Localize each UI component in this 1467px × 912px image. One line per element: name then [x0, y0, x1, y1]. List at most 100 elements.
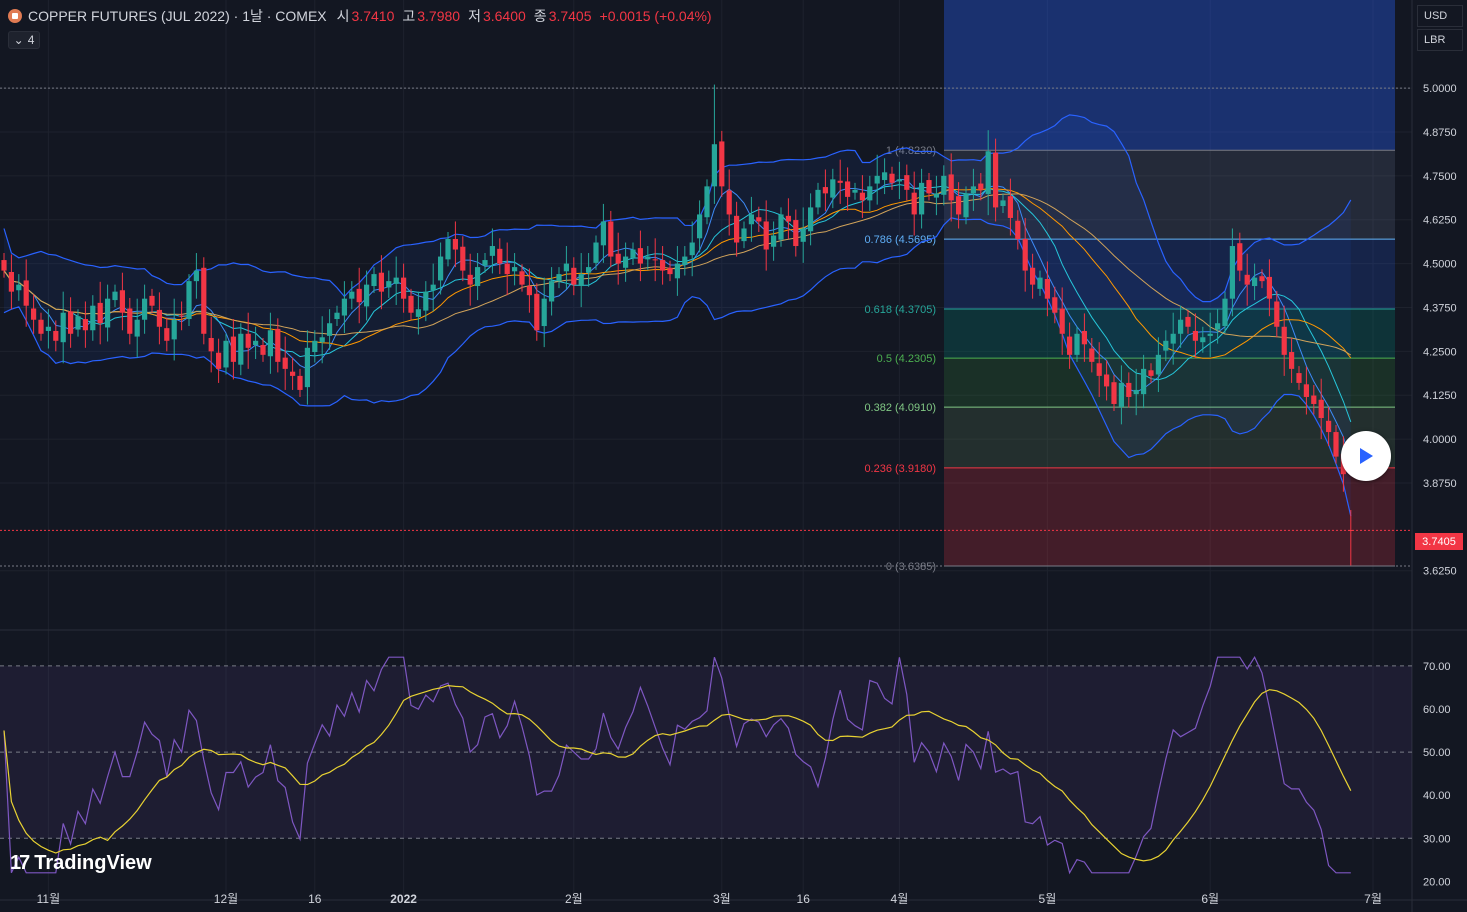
- candle-body: [312, 340, 318, 353]
- change-value: +0.0015 (+0.04%): [599, 8, 712, 24]
- price-tick-label: 4.5000: [1423, 259, 1457, 271]
- unit-button[interactable]: LBR: [1417, 29, 1463, 51]
- candle-body: [512, 267, 518, 272]
- candle-body: [408, 295, 414, 313]
- candle-body: [253, 340, 259, 346]
- grid-lines: [0, 0, 1412, 900]
- candle-body: [541, 298, 547, 327]
- candle-body: [1111, 382, 1117, 404]
- candle-body: [452, 239, 458, 250]
- candle-body: [1007, 196, 1013, 218]
- candle-body: [8, 272, 14, 292]
- candle-body: [645, 256, 651, 260]
- candle-body: [327, 323, 333, 336]
- candle-body: [378, 272, 384, 292]
- candle-body: [800, 228, 806, 242]
- candle-body: [571, 267, 577, 285]
- candle-body: [201, 267, 207, 334]
- candle-body: [748, 214, 754, 225]
- candle-body: [771, 235, 777, 247]
- candle-body: [127, 308, 133, 334]
- rsi-tick-label: 30.00: [1423, 833, 1451, 845]
- time-tick-label: 4월: [891, 892, 909, 906]
- candle-body: [600, 221, 606, 246]
- candle-body: [711, 144, 717, 187]
- price-tick-label: 4.2500: [1423, 346, 1457, 358]
- candle-body: [1089, 348, 1095, 362]
- candle-body: [1185, 316, 1191, 327]
- candle-body: [948, 174, 954, 201]
- fib-zone: [944, 239, 1395, 310]
- candle-body: [682, 256, 688, 265]
- candle-body: [793, 220, 799, 247]
- high-label: 고: [402, 8, 416, 24]
- price-tick-label: 4.7500: [1423, 171, 1457, 183]
- chart-legend: COPPER FUTURES (JUL 2022) · 1날 · COMEX 시…: [8, 6, 712, 26]
- candle-body: [1030, 267, 1036, 285]
- candle-body: [149, 295, 155, 306]
- currency-button[interactable]: USD: [1417, 5, 1463, 27]
- candle-body: [1170, 333, 1176, 344]
- candle-body: [704, 186, 710, 218]
- price-axis: 5.0000 4.8750 4.7500 4.6250 4.5000 4.3750 4.25…: [1423, 83, 1457, 578]
- time-axis: 11월 12월 16 2022 2월 3월 16 4월 5월 6월 7월: [37, 892, 1382, 906]
- candle-body: [1000, 200, 1006, 207]
- fib-level-label: 0.382 (4.0910): [864, 402, 936, 414]
- candle-body: [90, 305, 96, 331]
- candle-body: [1133, 389, 1139, 395]
- candle-body: [475, 267, 481, 287]
- candle-body: [1222, 298, 1228, 327]
- time-tick-label: 2월: [565, 892, 583, 906]
- candle-body: [1015, 220, 1021, 240]
- candle-body: [1096, 363, 1102, 376]
- candle-body: [23, 280, 29, 306]
- candle-body: [1318, 399, 1324, 419]
- tradingview-logo[interactable]: 17 TradingView: [10, 852, 152, 875]
- candle-body: [497, 248, 503, 264]
- candle-body: [31, 308, 37, 320]
- candle-body: [697, 214, 703, 239]
- candle-body: [1326, 420, 1332, 433]
- candle-body: [186, 281, 192, 320]
- time-tick-label: 16: [308, 892, 322, 906]
- symbol-title[interactable]: COPPER FUTURES (JUL 2022) · 1날 · COMEX: [28, 8, 327, 24]
- fib-level-label: 1 (4.8230): [886, 145, 936, 157]
- candle-body: [341, 298, 347, 316]
- rsi-tick-label: 20.00: [1423, 876, 1451, 888]
- candle-body: [970, 186, 976, 194]
- rsi-tick-label: 70.00: [1423, 661, 1451, 673]
- candle-body: [438, 256, 444, 281]
- candle-body: [615, 253, 621, 264]
- candle-body: [911, 192, 917, 215]
- candle-body: [489, 246, 495, 256]
- price-tick-label: 3.6250: [1423, 566, 1457, 578]
- rsi-tick-label: 60.00: [1423, 704, 1451, 716]
- candle-body: [578, 274, 584, 287]
- candle-body: [1037, 277, 1043, 289]
- low-label: 저: [468, 8, 481, 24]
- indicators-collapse-button[interactable]: ⌄ 4: [8, 31, 40, 49]
- candle-body: [874, 175, 880, 184]
- candle-body: [1163, 340, 1169, 351]
- candle-body: [1192, 330, 1198, 341]
- time-tick-label: 16: [797, 892, 811, 906]
- candle-body: [504, 263, 510, 275]
- replay-play-button[interactable]: [1341, 431, 1391, 481]
- candle-body: [423, 291, 429, 311]
- play-icon: [1360, 448, 1373, 464]
- candle-body: [1244, 274, 1250, 285]
- rsi-tick-label: 40.00: [1423, 790, 1451, 802]
- candle-body: [889, 173, 895, 183]
- fib-level-label: 0 (3.6385): [886, 561, 936, 573]
- candle-body: [275, 328, 281, 362]
- candle-body: [460, 246, 466, 271]
- candle-body: [674, 263, 680, 279]
- candle-body: [586, 267, 592, 273]
- candle-body: [1311, 395, 1317, 404]
- open-value: 3.7410: [351, 8, 395, 24]
- candle-body: [164, 328, 170, 341]
- price-tick-label: 4.0000: [1423, 434, 1457, 446]
- candle-body: [238, 333, 244, 365]
- candle-body: [867, 186, 873, 201]
